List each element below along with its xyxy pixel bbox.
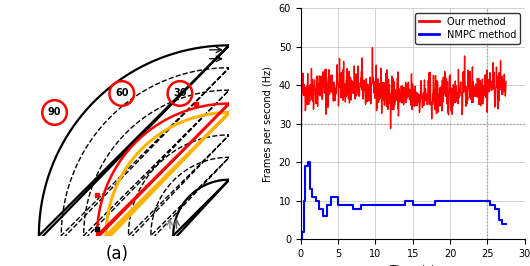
Text: 90: 90 [48,107,61,118]
X-axis label: Time (s): Time (s) [390,265,435,266]
Legend: Our method, NMPC method: Our method, NMPC method [416,13,520,44]
Text: (a): (a) [106,244,129,263]
Text: 60: 60 [115,89,128,98]
Y-axis label: Frames per second (Hz): Frames per second (Hz) [263,66,273,182]
Text: 30: 30 [173,89,187,98]
